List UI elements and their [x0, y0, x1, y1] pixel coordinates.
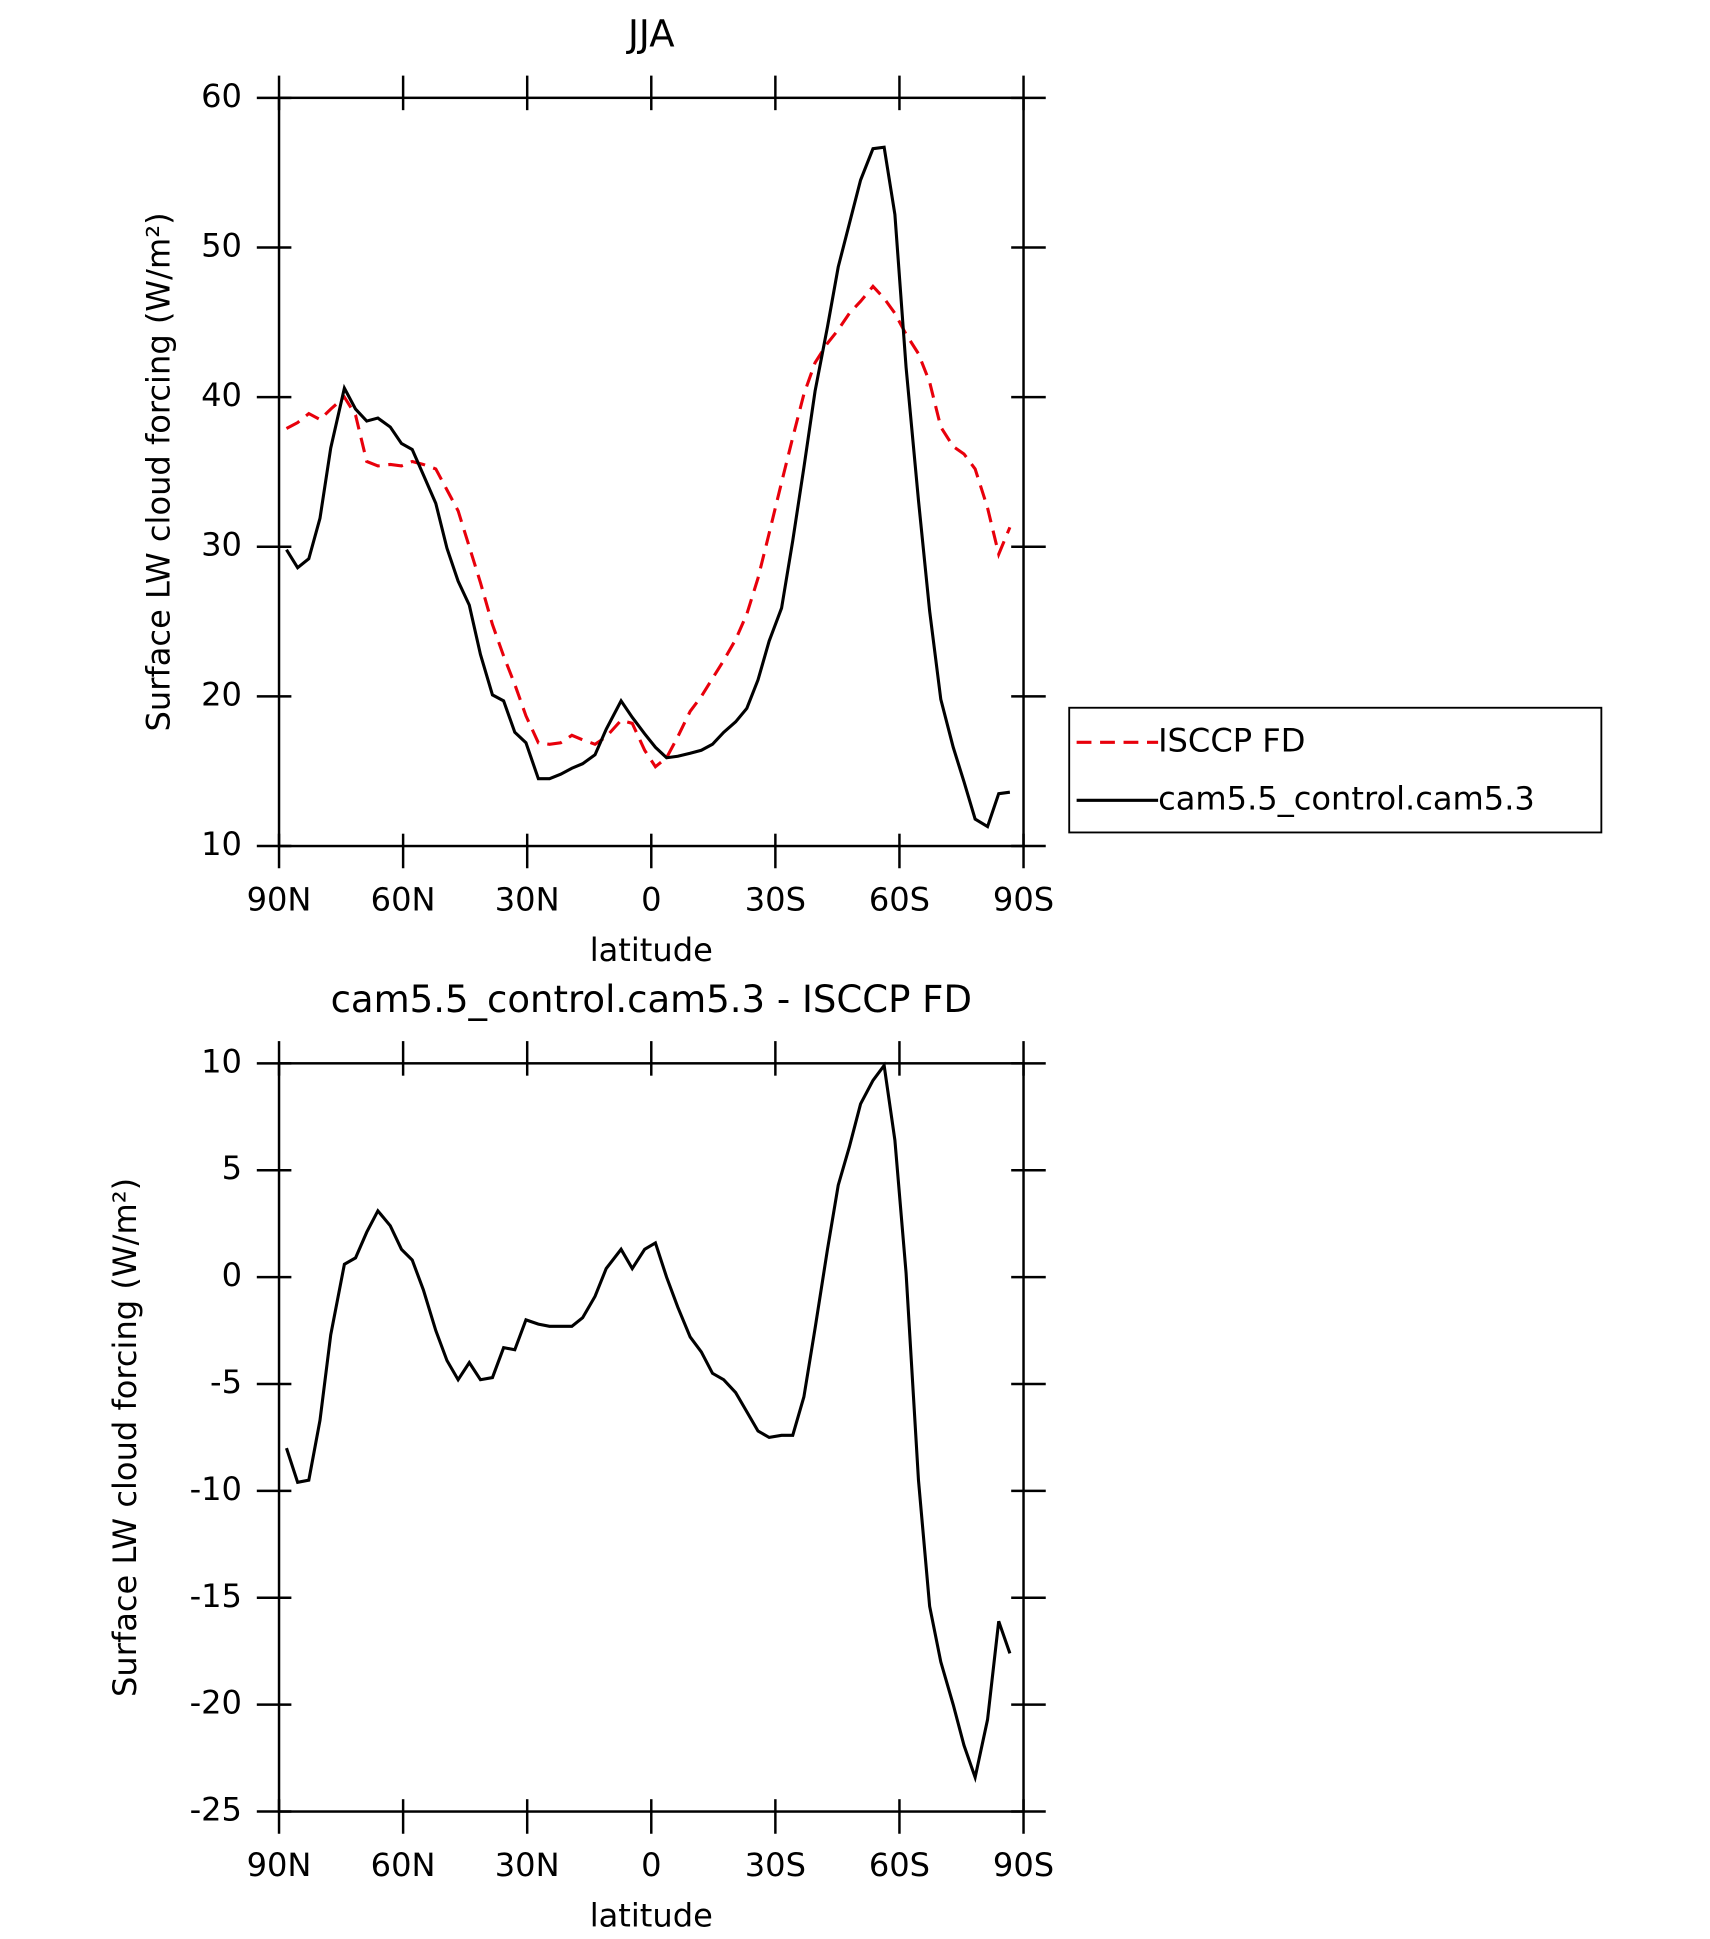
- y-tick-label: -15: [190, 1577, 242, 1615]
- x-tick-label: 0: [641, 881, 661, 919]
- y-tick-label: 30: [201, 526, 242, 564]
- legend-label: ISCCP FD: [1158, 721, 1305, 759]
- legend-box: [1068, 706, 1603, 834]
- y-tick-label: 5: [222, 1149, 242, 1187]
- data-line: [285, 145, 1011, 829]
- y-tick-label: -25: [190, 1791, 242, 1829]
- x-tick-label: 30N: [495, 881, 560, 919]
- y-tick-label: 0: [222, 1256, 242, 1294]
- x-tick-label: 90S: [993, 1846, 1054, 1884]
- x-tick-label: 30N: [495, 1846, 560, 1884]
- x-tick-label: 0: [641, 1846, 661, 1884]
- y-tick-label: 50: [201, 226, 242, 264]
- y-tick-label: 10: [201, 1042, 242, 1080]
- x-axis-label: latitude: [590, 931, 713, 969]
- y-axis-label: Surface LW cloud forcing (W/m²): [140, 212, 178, 731]
- y-tick-label: -20: [190, 1684, 242, 1722]
- chart-title: JJA: [626, 13, 675, 56]
- data-line: [285, 1061, 1012, 1784]
- x-tick-label: 60N: [371, 881, 436, 919]
- x-tick-label: 90S: [993, 881, 1054, 919]
- x-tick-label: 60S: [869, 1846, 930, 1884]
- y-tick-label: 60: [201, 77, 242, 115]
- y-tick-label: 40: [201, 376, 242, 414]
- x-tick-label: 60N: [371, 1846, 436, 1884]
- x-tick-label: 60S: [869, 881, 930, 919]
- y-axis-label: Surface LW cloud forcing (W/m²): [106, 1178, 144, 1697]
- x-tick-label: 90N: [247, 1846, 312, 1884]
- chart-title: cam5.5_control.cam5.3 - ISCCP FD: [331, 978, 972, 1021]
- y-tick-label: 10: [201, 825, 242, 863]
- x-tick-label: 90N: [247, 881, 312, 919]
- y-tick-label: -10: [190, 1470, 242, 1508]
- x-axis-label: latitude: [590, 1897, 713, 1935]
- data-line: [285, 284, 1012, 769]
- y-tick-label: 20: [201, 675, 242, 713]
- plot-frame: [277, 96, 1025, 848]
- plot-frame: [277, 1062, 1025, 1813]
- y-tick-label: -5: [210, 1363, 242, 1401]
- x-tick-label: 30S: [745, 1846, 806, 1884]
- x-tick-label: 30S: [745, 881, 806, 919]
- legend-label: cam5.5_control.cam5.3: [1158, 779, 1535, 817]
